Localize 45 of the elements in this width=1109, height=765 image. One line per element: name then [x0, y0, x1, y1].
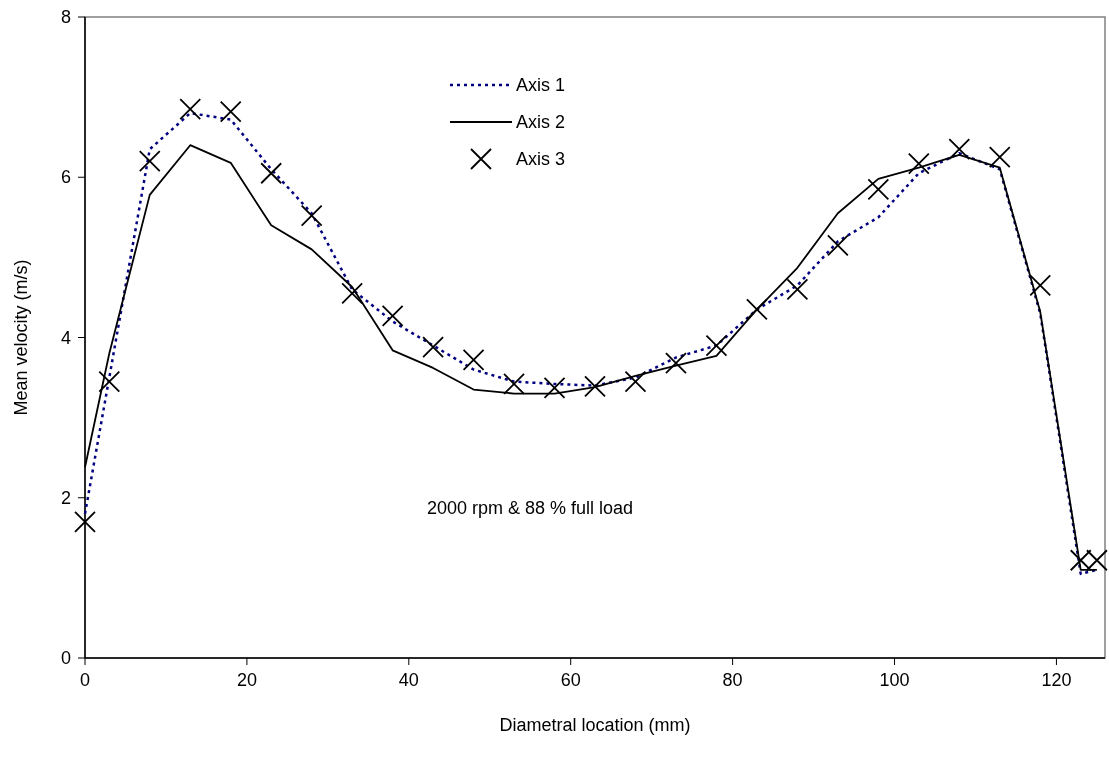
- y-tick-label: 6: [60, 167, 71, 188]
- legend-label: Axis 3: [516, 149, 566, 169]
- point: [786, 278, 809, 301]
- point: [381, 304, 404, 327]
- point: [988, 146, 1011, 169]
- y-tick-label: 2: [60, 487, 71, 508]
- annotation: 2000 rpm & 88 % full load: [426, 498, 634, 518]
- point: [948, 138, 971, 161]
- point: [826, 234, 849, 257]
- point: [341, 282, 364, 305]
- point: [584, 375, 606, 398]
- x-axis-title: Diametral location (mm): [499, 715, 691, 735]
- point: [462, 349, 485, 371]
- y-axis-title: Mean velocity (m/s): [11, 259, 31, 416]
- legend-label: Axis 1: [516, 75, 566, 95]
- x-tick-label: 0: [79, 670, 91, 690]
- y-tick-label: 4: [60, 327, 71, 348]
- point: [907, 152, 930, 175]
- x-tick-label: 40: [398, 670, 419, 690]
- x-tick-label: 100: [879, 670, 910, 690]
- point: [1069, 549, 1092, 572]
- point: [746, 298, 768, 321]
- point: [1029, 274, 1052, 297]
- point: [300, 204, 323, 227]
- x-tick-label: 60: [560, 670, 581, 690]
- point: [705, 334, 728, 357]
- point: [624, 370, 647, 393]
- point: [422, 336, 444, 359]
- y-tick-label: 0: [60, 648, 71, 668]
- point: [138, 150, 161, 173]
- x-tick-label: 80: [722, 670, 743, 690]
- x-tick-label: 120: [1041, 670, 1072, 690]
- y-tick-label: 8: [60, 7, 71, 27]
- point: [179, 98, 202, 121]
- point: [260, 162, 283, 185]
- point: [503, 373, 525, 395]
- point: [867, 178, 890, 201]
- point: [1086, 549, 1108, 572]
- legend-label: Axis 2: [516, 112, 566, 132]
- point: [543, 377, 566, 399]
- point: [74, 510, 96, 533]
- point: [219, 100, 242, 123]
- x-tick-label: 20: [236, 670, 257, 690]
- point: [98, 370, 121, 393]
- point: [665, 352, 687, 375]
